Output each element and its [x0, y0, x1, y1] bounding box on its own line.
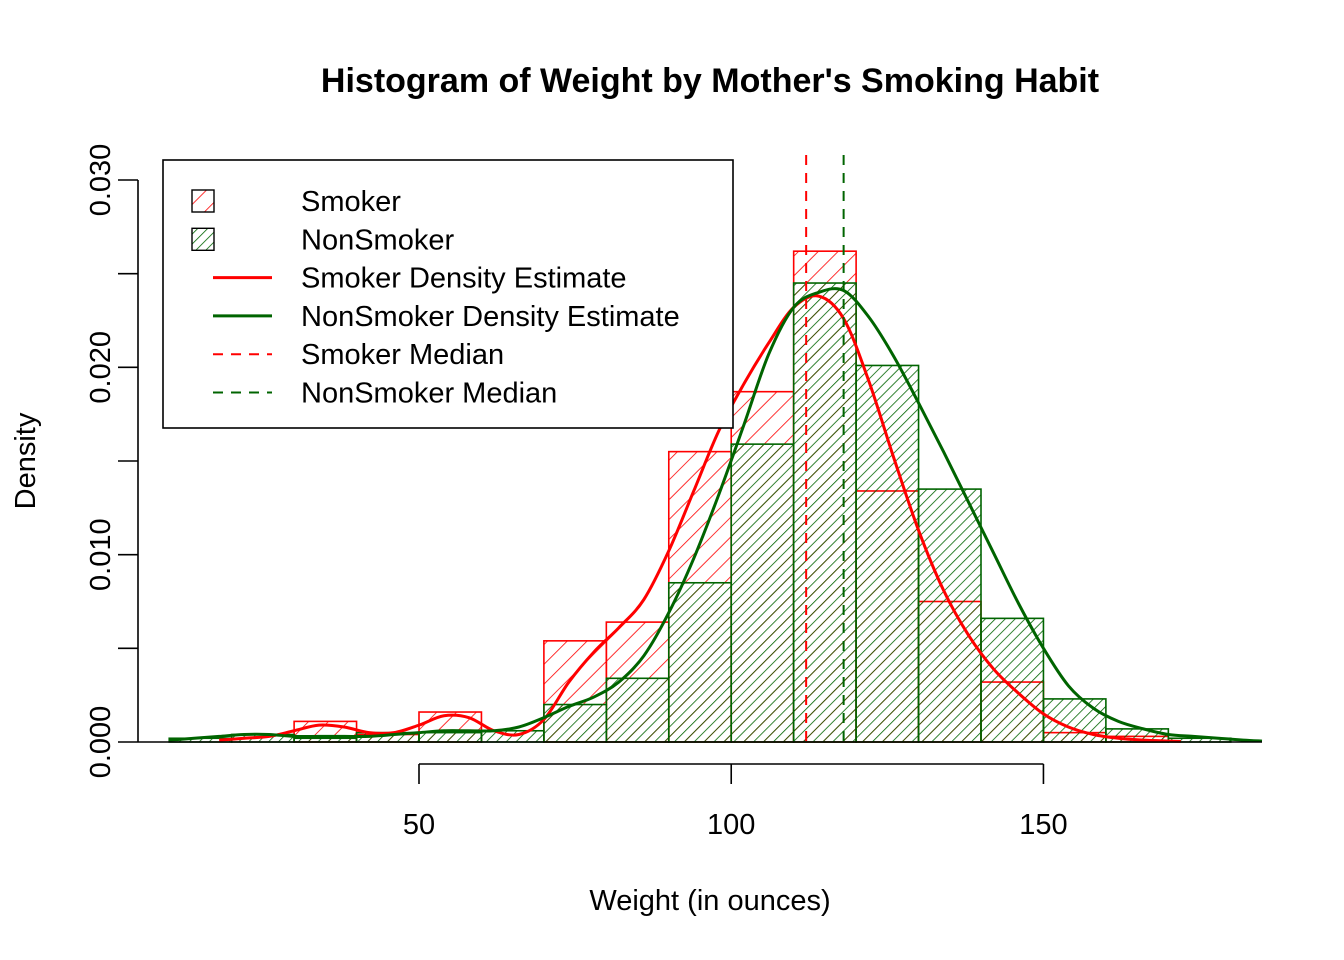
x-axis: 50 100 150 [403, 763, 1068, 841]
y-axis: 0.000 0.010 0.020 0.030 [85, 144, 139, 779]
y-tick-label: 0.020 [85, 331, 117, 404]
density-curves [169, 287, 1263, 743]
legend-label: Smoker Density Estimate [301, 263, 627, 295]
y-tick-label: 0.010 [85, 518, 117, 591]
legend-label: NonSmoker Median [301, 378, 557, 410]
histogram-bar [730, 443, 795, 743]
histogram-bar [543, 703, 608, 743]
y-tick-label: 0.030 [85, 144, 117, 217]
legend-swatch [191, 189, 215, 213]
x-axis-label: Weight (in ounces) [589, 885, 830, 917]
x-tick-label: 50 [403, 809, 435, 841]
chart-title: Histogram of Weight by Mother's Smoking … [321, 62, 1099, 100]
legend-label: NonSmoker Density Estimate [301, 301, 680, 333]
legend-box [162, 159, 734, 429]
histogram-bar [917, 488, 982, 743]
legend-label: Smoker Median [301, 339, 504, 371]
histogram-bar [605, 677, 670, 743]
density-curve-line [169, 287, 1263, 743]
x-tick-label: 100 [707, 809, 755, 841]
histogram-bar [667, 581, 733, 743]
histogram-bar [855, 364, 920, 743]
y-tick-label: 0.000 [85, 706, 117, 779]
legend-label: Smoker [301, 186, 401, 218]
median-lines [138, 155, 1262, 743]
legend: Smoker NonSmoker Smoker Density Estimate No… [162, 159, 734, 429]
x-tick-label: 150 [1019, 809, 1067, 841]
y-axis-label: Density [10, 412, 42, 509]
histogram-bar [418, 731, 483, 743]
density-curve-line [219, 294, 1181, 743]
legend-label: NonSmoker [301, 224, 454, 256]
nonsmoker-bars [168, 282, 1232, 743]
histogram-bar [980, 617, 1045, 743]
histogram-bar [792, 282, 857, 743]
legend-swatch [191, 227, 215, 252]
